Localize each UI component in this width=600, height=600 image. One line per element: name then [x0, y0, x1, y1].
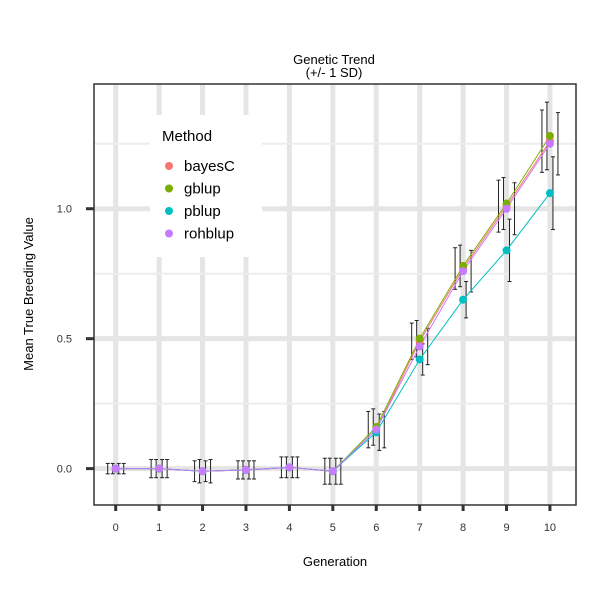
x-tick-label: 0	[113, 522, 119, 534]
legend-key-pblup	[165, 207, 173, 215]
x-tick-label: 1	[156, 522, 162, 534]
data-point-rohblup	[241, 465, 250, 474]
x-axis-title: Generation	[303, 554, 367, 569]
data-point-rohblup	[111, 464, 120, 473]
data-point-rohblup	[285, 463, 294, 472]
legend-key-bayesC	[165, 162, 173, 170]
legend-label-gblup: gblup	[184, 181, 221, 198]
y-tick-label: 0.0	[57, 464, 72, 476]
legend-title: Method	[162, 128, 212, 145]
data-point-rohblup	[198, 467, 207, 476]
legend-label-bayesC: bayesC	[184, 158, 235, 175]
data-point-pblup	[415, 355, 424, 364]
x-tick-label: 3	[243, 522, 249, 534]
series-point-layer	[111, 131, 554, 476]
data-point-rohblup	[415, 342, 424, 351]
chart-subtitle: (+/- 1 SD)	[306, 65, 363, 80]
plot-panel-border	[93, 83, 577, 506]
x-tick-label: 2	[199, 522, 205, 534]
data-point-rohblup	[502, 204, 511, 213]
data-point-pblup	[502, 246, 511, 255]
data-point-pblup	[545, 189, 554, 198]
x-tick-label: 8	[460, 522, 466, 534]
data-point-gblup	[415, 334, 424, 343]
data-point-rohblup	[545, 139, 554, 148]
x-tick-label: 7	[417, 522, 423, 534]
axis-tick-layer: 0 1 2 3 4 5 6 7 8 9 10 0.0 0.5 1.0	[57, 204, 556, 534]
data-point-rohblup	[372, 425, 381, 434]
grid-layer	[94, 84, 576, 505]
x-tick-label: 10	[544, 522, 556, 534]
chart-title: Genetic Trend	[293, 52, 375, 67]
x-tick-label: 6	[373, 522, 379, 534]
data-point-rohblup	[155, 464, 164, 473]
x-tick-label: 5	[330, 522, 336, 534]
x-tick-label: 4	[286, 522, 292, 534]
data-point-gblup	[545, 131, 554, 140]
x-tick-label: 9	[503, 522, 509, 534]
legend-label-rohblup: rohblup	[184, 226, 234, 243]
data-point-pblup	[459, 295, 468, 304]
legend: Method bayesC gblup pblup rohblup	[150, 115, 262, 257]
data-point-rohblup	[328, 467, 337, 476]
data-point-rohblup	[459, 267, 468, 276]
y-tick-label: 1.0	[57, 204, 72, 216]
y-tick-label: 0.5	[57, 334, 72, 346]
legend-key-gblup	[165, 184, 173, 193]
legend-key-rohblup	[165, 229, 173, 238]
y-axis-title: Mean True Breeding Value	[21, 217, 36, 371]
legend-label-pblup: pblup	[184, 203, 221, 220]
